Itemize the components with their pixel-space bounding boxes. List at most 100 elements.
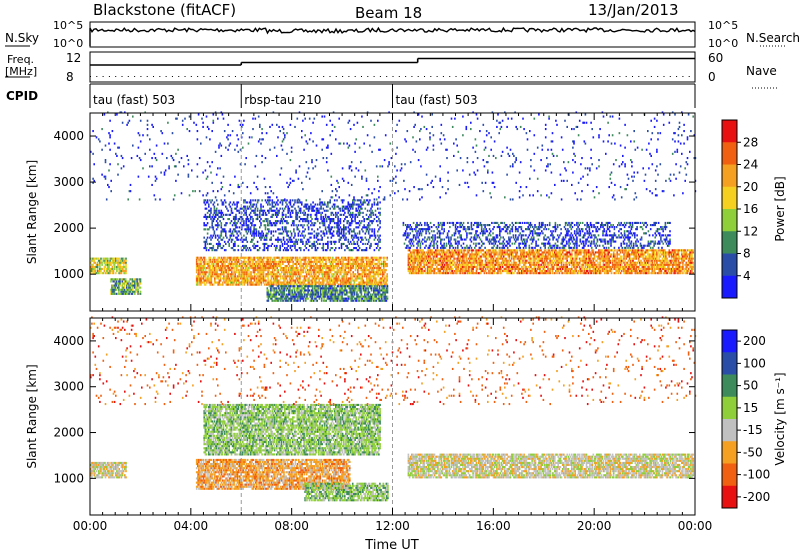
data-cell — [358, 247, 361, 250]
data-cell — [322, 277, 325, 280]
data-cell — [244, 244, 246, 247]
data-cell — [214, 281, 216, 284]
data-cell — [370, 299, 373, 302]
data-cell — [341, 281, 343, 284]
data-cell — [476, 253, 479, 256]
data-cell — [348, 205, 351, 208]
data-cell — [215, 209, 218, 212]
data-cell — [285, 258, 288, 261]
data-cell — [274, 273, 276, 276]
nave-dot — [165, 76, 167, 77]
data-cell — [257, 271, 259, 274]
data-cell — [462, 257, 464, 260]
data-cell — [374, 299, 376, 302]
data-cell — [132, 280, 135, 283]
nave-dot — [335, 76, 337, 77]
data-cell — [378, 260, 381, 263]
data-cell — [375, 247, 378, 250]
data-cell — [258, 269, 260, 272]
data-cell — [222, 277, 224, 280]
data-cell — [413, 259, 415, 262]
data-cell — [373, 203, 376, 206]
data-cell — [362, 279, 365, 282]
data-cell — [295, 238, 297, 241]
data-cell — [354, 279, 357, 282]
data-cell — [208, 228, 210, 231]
data-cell — [377, 281, 379, 284]
data-cell — [408, 257, 411, 260]
data-cell — [446, 251, 448, 254]
data-cell — [236, 269, 239, 272]
data-cell — [273, 291, 275, 294]
data-cell — [350, 242, 353, 245]
data-cell — [339, 291, 341, 294]
data-cell — [373, 234, 376, 237]
data-cell — [478, 251, 480, 254]
data-cell — [316, 238, 319, 241]
data-cell — [328, 256, 331, 259]
data-cell — [248, 275, 250, 278]
data-cell — [437, 263, 439, 266]
data-cell — [304, 256, 307, 259]
data-cell — [315, 256, 317, 259]
data-cell — [307, 256, 309, 259]
data-cell — [476, 255, 479, 258]
data-cell — [226, 256, 229, 259]
data-cell — [357, 205, 360, 208]
data-cell — [236, 238, 238, 241]
data-cell — [364, 236, 367, 239]
data-cell — [369, 297, 372, 300]
data-cell — [347, 203, 350, 206]
data-cell — [206, 211, 209, 214]
data-cell — [252, 271, 255, 274]
data-cell — [291, 265, 293, 268]
data-cell — [447, 272, 449, 275]
data-cell — [365, 287, 367, 290]
data-cell — [294, 271, 297, 274]
data-cell — [290, 279, 292, 282]
data-cell — [336, 271, 339, 274]
data-cell — [296, 271, 299, 274]
data-cell — [317, 256, 319, 259]
data-cell — [301, 275, 303, 278]
data-cell — [219, 283, 222, 286]
data-cell — [253, 269, 256, 272]
data-cell — [260, 275, 263, 278]
data-cell — [315, 281, 317, 284]
data-cell — [215, 242, 218, 245]
data-cell — [379, 201, 381, 204]
data-cell — [381, 287, 383, 290]
data-cell — [463, 253, 465, 256]
data-cell — [262, 269, 265, 272]
data-cell — [378, 281, 381, 284]
data-cell — [383, 267, 385, 270]
data-cell — [381, 275, 384, 278]
data-cell — [267, 269, 269, 272]
data-cell — [345, 291, 348, 294]
data-cell — [412, 261, 414, 264]
data-cell — [361, 287, 364, 290]
data-cell — [356, 297, 358, 300]
nave-dot — [310, 76, 312, 77]
data-cell — [217, 277, 219, 280]
data-cell — [354, 265, 357, 268]
data-cell — [371, 262, 374, 265]
data-cell — [294, 232, 296, 235]
data-cell — [293, 224, 295, 227]
data-cell — [239, 275, 241, 278]
nave-dot — [216, 76, 218, 77]
data-cell — [308, 240, 311, 243]
data-cell — [99, 261, 101, 264]
data-cell — [307, 260, 309, 263]
data-cell — [265, 269, 267, 272]
data-cell — [317, 287, 320, 290]
data-cell — [204, 283, 207, 286]
data-cell — [223, 273, 225, 276]
data-cell — [102, 257, 105, 260]
data-cell — [337, 220, 339, 223]
data-cell — [351, 262, 353, 265]
data-cell — [204, 271, 207, 274]
data-cell — [315, 260, 317, 263]
data-cell — [206, 281, 208, 284]
data-cell — [352, 289, 355, 292]
